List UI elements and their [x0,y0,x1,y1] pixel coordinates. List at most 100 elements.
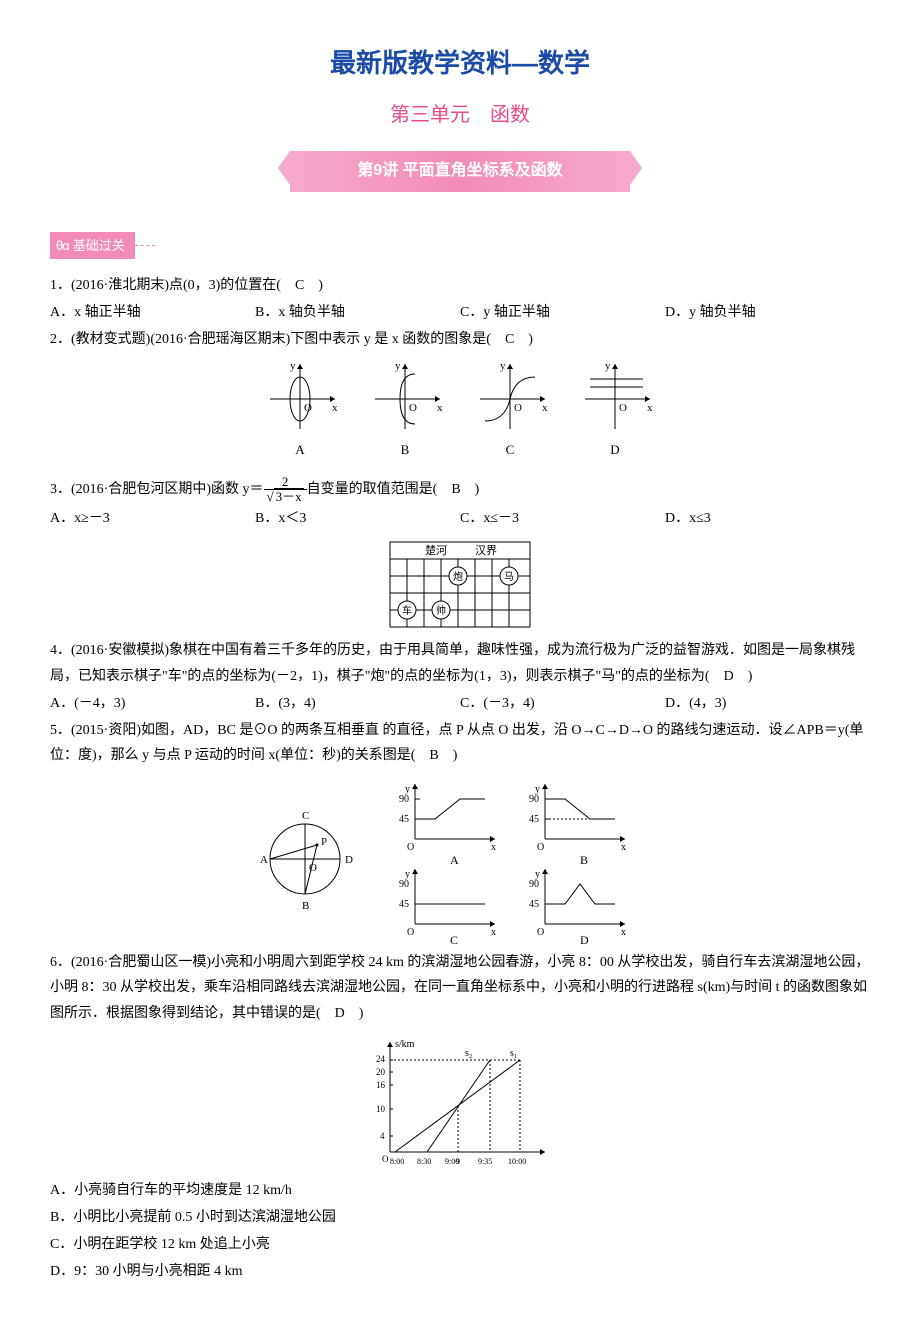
svg-text:y: y [535,869,540,880]
svg-text:x: x [491,927,496,938]
svg-text:马: 马 [504,571,514,583]
section-tag: θα 基础过关 [50,232,135,259]
svg-text:A: A [450,853,459,867]
svg-text:A: A [295,442,305,457]
svg-text:45: 45 [399,899,409,910]
svg-text:O: O [514,402,522,414]
svg-text:x: x [491,842,496,853]
svg-text:炮: 炮 [453,570,463,583]
q4-stem: 4．(2016·安徽模拟)象棋在中国有着三千多年的历史，由于用具简单，趣味性强，… [50,638,870,688]
q3-stem: 3．(2016·合肥包河区期中)函数 y＝2√3－x自变量的取值范围是( B ) [50,475,870,505]
svg-text:y: y [290,360,296,372]
svg-text:s₂: s₂ [465,1048,472,1059]
svg-text:45: 45 [529,814,539,825]
svg-text:车: 车 [402,604,412,617]
svg-text:A: A [260,854,268,866]
svg-text:y: y [405,869,410,880]
svg-text:4: 4 [380,1131,385,1141]
q2-svg: x y O A x y O B x y O C [250,359,670,469]
svg-text:O: O [619,402,627,414]
svg-text:D: D [610,442,619,457]
svg-text:90: 90 [529,879,539,890]
q1-opt-a: A．x 轴正半轴 [50,300,255,325]
svg-text:O: O [537,842,544,853]
svg-text:16: 16 [376,1080,386,1090]
q2-stem: 2．(教材变式题)(2016·合肥瑶海区期末)下图中表示 y 是 x 函数的图象… [50,327,870,352]
svg-text:y: y [605,360,611,372]
svg-text:D: D [580,933,589,944]
svg-text:y: y [500,360,506,372]
q2-figures: x y O A x y O B x y O C [50,359,870,469]
q6-opt-d: D．9：30 小明与小亮相距 4 km [50,1259,870,1284]
q1-opt-b: B．x 轴负半轴 [255,300,460,325]
svg-text:B: B [580,853,588,867]
q5-svg: A D C B O P 90 45 x y O A 90 45 [245,774,675,944]
svg-text:10: 10 [376,1104,386,1114]
svg-text:45: 45 [399,814,409,825]
lecture-banner: 第9讲 平面直角坐标系及函数 [290,151,630,192]
svg-text:9: 9 [456,1157,460,1166]
q4-options: A．(－4，3) B．(3，4) C．(－3，4) D．(4，3) [50,691,870,716]
q6-opt-a: A．小亮骑自行车的平均速度是 12 km/h [50,1178,870,1203]
q3-fraction: 2√3－x [264,475,307,505]
q6-stem: 6．(2016·合肥蜀山区一模)小亮和小明周六到距学校 24 km 的滨湖湿地公… [50,950,870,1026]
q4-opt-a: A．(－4，3) [50,691,255,716]
svg-text:O: O [407,842,414,853]
svg-text:x: x [332,402,338,414]
svg-text:90: 90 [399,794,409,805]
svg-text:x: x [542,402,548,414]
unit-title: 第三单元 函数 [50,97,870,133]
svg-text:O: O [537,927,544,938]
svg-text:O: O [407,927,414,938]
svg-text:P: P [321,836,327,848]
svg-text:O: O [382,1154,389,1164]
svg-text:楚河: 楚河 [425,543,447,557]
svg-text:B: B [302,900,309,912]
q6-opt-c: C．小明在距学校 12 km 处追上小亮 [50,1232,870,1257]
q5-stem: 5．(2015·资阳)如图，AD，BC 是⊙O 的两条互相垂直 的直径，点 P … [50,718,870,768]
main-title: 最新版教学资料—数学 [50,40,870,87]
q3-stem-left: 3．(2016·合肥包河区期中)函数 y＝ [50,482,264,497]
q4-opt-d: D．(4，3) [665,691,870,716]
q3-opt-b: B．x＜3 [255,506,460,531]
svg-text:B: B [401,442,410,457]
tag-prefix: θα [56,234,69,257]
q4-opt-b: B．(3，4) [255,691,460,716]
svg-text:帅: 帅 [436,604,446,617]
svg-text:O: O [304,402,312,414]
q1-opt-d: D．y 轴负半轴 [665,300,870,325]
svg-text:9:35: 9:35 [478,1157,492,1166]
svg-text:8:30: 8:30 [417,1157,431,1166]
svg-text:x: x [647,402,653,414]
q3-options: A．x≥－3 B．x＜3 C．x≤－3 D．x≤3 [50,506,870,531]
svg-text:y: y [535,784,540,795]
svg-text:10:00: 10:00 [508,1157,526,1166]
svg-text:O: O [309,862,317,874]
svg-text:20: 20 [376,1067,386,1077]
q1-opt-c: C．y 轴正半轴 [460,300,665,325]
q3-stem-right: 自变量的取值范围是( B ) [307,482,480,497]
q6-figure: s/km 24 20 16 10 4 s₂ s₁ O 8:00 8:30 [50,1032,870,1172]
chess-figure: 楚河 汉界 车 帅 炮 马 [50,537,870,632]
svg-text:45: 45 [529,899,539,910]
tag-text: 基础过关 [73,238,125,253]
svg-text:汉界: 汉界 [475,544,497,557]
svg-text:C: C [302,810,309,822]
q3-opt-c: C．x≤－3 [460,506,665,531]
svg-text:s/km: s/km [395,1039,415,1050]
q4-opt-c: C．(－3，4) [460,691,665,716]
svg-text:y: y [395,360,401,372]
q5-figures: A D C B O P 90 45 x y O A 90 45 [50,774,870,944]
svg-text:D: D [345,854,353,866]
svg-text:C: C [450,933,458,944]
q3-opt-a: A．x≥－3 [50,506,255,531]
svg-text:24: 24 [376,1054,386,1064]
q3-opt-d: D．x≤3 [665,506,870,531]
q6-svg: s/km 24 20 16 10 4 s₂ s₁ O 8:00 8:30 [360,1032,560,1172]
svg-text:s₁: s₁ [510,1048,517,1059]
svg-text:O: O [409,402,417,414]
q1-stem: 1．(2016·淮北期末)点(0，3)的位置在( C ) [50,273,870,298]
chess-svg: 楚河 汉界 车 帅 炮 马 [385,537,535,632]
svg-text:x: x [437,402,443,414]
q3-frac-den: √3－x [264,490,307,504]
